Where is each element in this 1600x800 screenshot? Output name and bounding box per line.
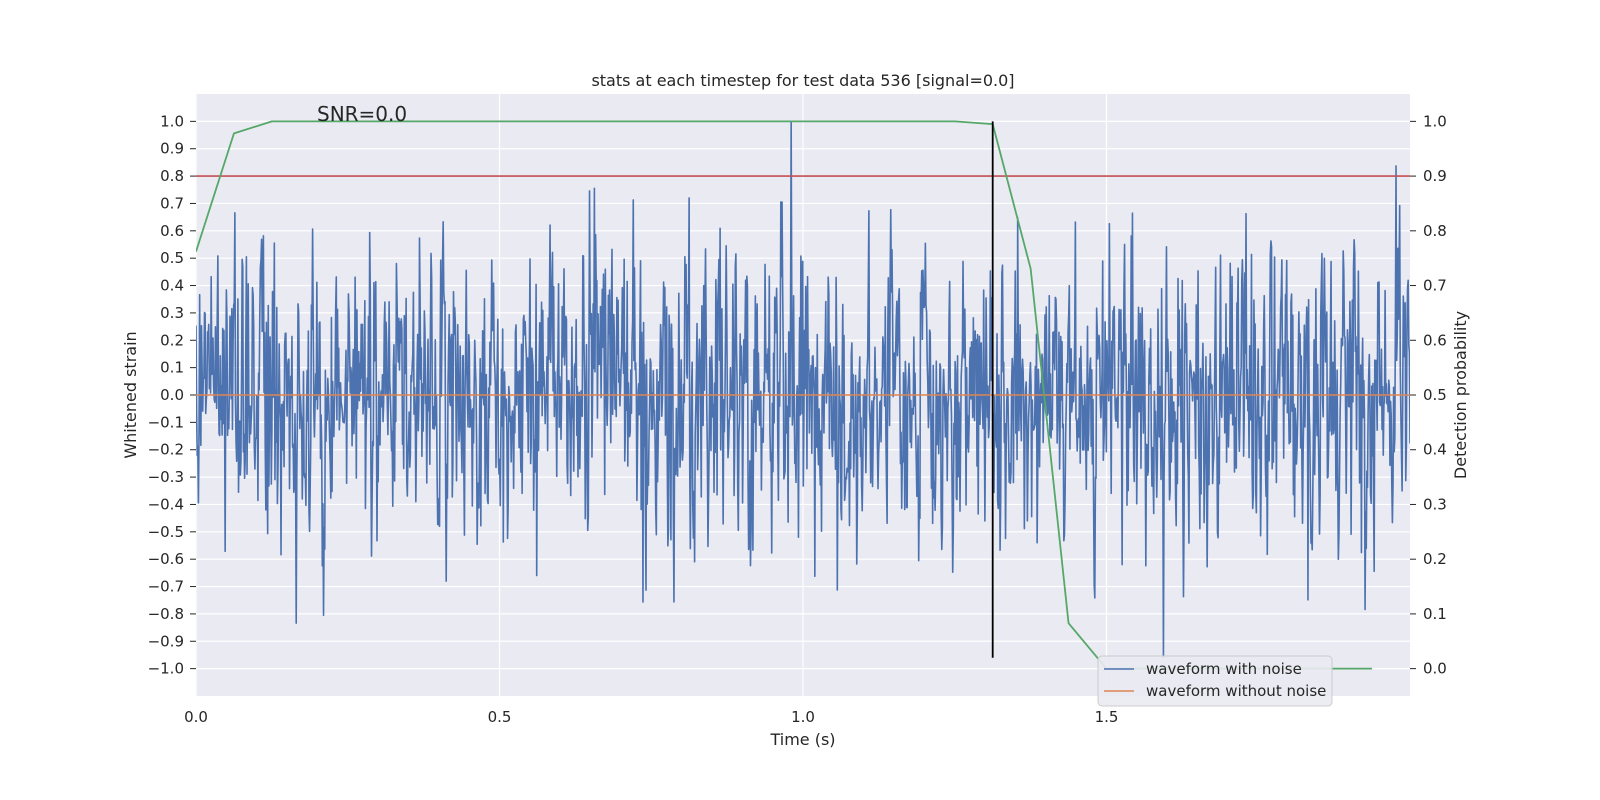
y-tick-label: 0.9 — [160, 140, 184, 158]
y2-axis-label: Detection probability — [1451, 311, 1470, 479]
left-axis-ticks: −1.0 −0.9 −0.8 −0.7 −0.6 −0.5 −0.4 −0.3 −0.2 −0.1… — [148, 112, 196, 678]
bottom-axis-ticks: 0.0 0.5 1.0 1.5 — [184, 708, 1118, 726]
y-tick-label: −0.7 — [148, 578, 184, 596]
x-tick-label: 0.0 — [184, 708, 208, 726]
y2-tick-label: 0.2 — [1423, 550, 1447, 568]
right-axis-ticks: 0.0 0.1 0.2 0.3 0.4 0.5 0.6 0.7 0.8 0.9 1.0 — [1410, 112, 1447, 678]
y-tick-label: 0.0 — [160, 386, 184, 404]
x-axis-label: Time (s) — [769, 730, 835, 749]
y2-tick-label: 0.4 — [1423, 441, 1447, 459]
x-tick-label: 1.5 — [1095, 708, 1119, 726]
x-tick-label: 1.0 — [791, 708, 815, 726]
y-tick-label: −0.9 — [148, 632, 184, 650]
y2-tick-label: 0.5 — [1423, 386, 1447, 404]
y-tick-label: −0.6 — [148, 550, 184, 568]
y2-tick-label: 0.7 — [1423, 277, 1447, 295]
chart-title: stats at each timestep for test data 536… — [591, 71, 1014, 90]
series-waveform-with-noise — [196, 120, 1410, 659]
y-tick-label: 0.1 — [160, 359, 184, 377]
y2-tick-label: 0.1 — [1423, 605, 1447, 623]
legend-label-waveform-without-noise: waveform without noise — [1146, 682, 1326, 700]
y-tick-label: 1.0 — [160, 112, 184, 130]
y-tick-label: 0.3 — [160, 304, 184, 322]
snr-annotation: SNR=0.0 — [317, 102, 407, 126]
y-tick-label: 0.7 — [160, 194, 184, 212]
y2-tick-label: 0.8 — [1423, 222, 1447, 240]
series-layer — [196, 120, 1410, 670]
y2-tick-label: 0.0 — [1423, 660, 1447, 678]
y-tick-label: −0.1 — [148, 413, 184, 431]
legend-box — [1097, 655, 1333, 707]
y-tick-label: −1.0 — [148, 660, 184, 678]
y-tick-label: −0.5 — [148, 523, 184, 541]
y-tick-label: −0.8 — [148, 605, 184, 623]
y-axis-label: Whitened strain — [121, 331, 140, 458]
x-tick-label: 0.5 — [488, 708, 512, 726]
y-tick-label: 0.8 — [160, 167, 184, 185]
y-tick-label: 0.2 — [160, 331, 184, 349]
y-tick-label: −0.2 — [148, 441, 184, 459]
y2-tick-label: 1.0 — [1423, 112, 1447, 130]
y-tick-label: 0.4 — [160, 277, 184, 295]
y-tick-label: −0.3 — [148, 468, 184, 486]
y-tick-label: 0.6 — [160, 222, 184, 240]
legend-label-waveform-with-noise: waveform with noise — [1146, 660, 1302, 678]
y2-tick-label: 0.9 — [1423, 167, 1447, 185]
y-tick-label: 0.5 — [160, 249, 184, 267]
y-tick-label: −0.4 — [148, 495, 184, 513]
y2-tick-label: 0.3 — [1423, 495, 1447, 513]
y2-tick-label: 0.6 — [1423, 331, 1447, 349]
legend: waveform with noise waveform without noi… — [1097, 655, 1333, 707]
